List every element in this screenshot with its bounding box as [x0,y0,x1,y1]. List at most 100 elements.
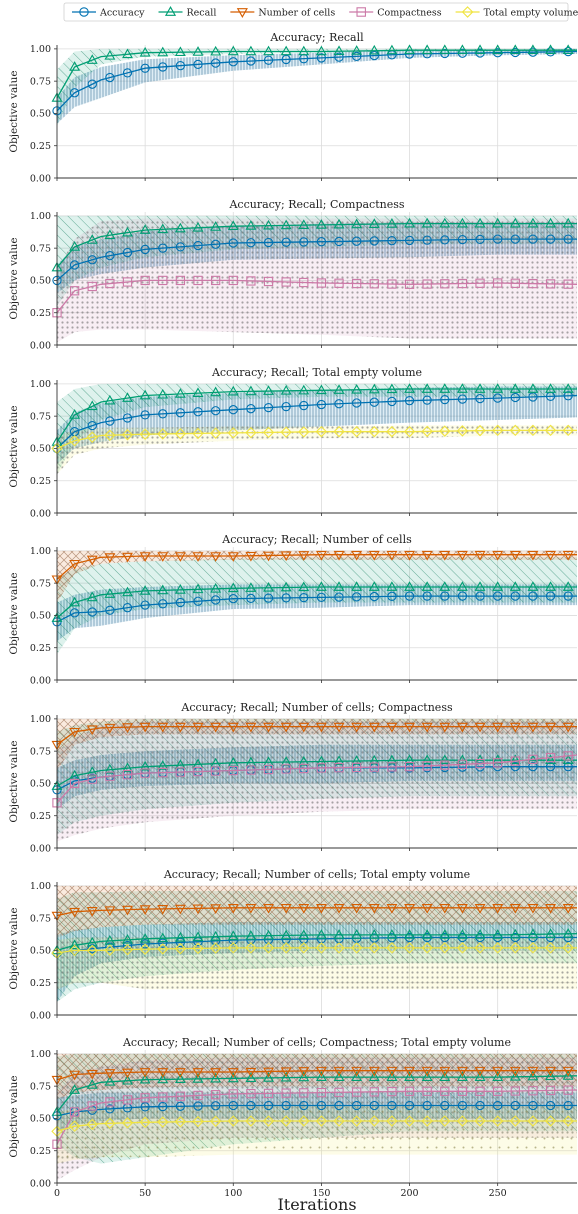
subplot-title: Accuracy; Recall; Number of cells; Total… [163,868,470,881]
data-point [246,1100,256,1111]
data-point [139,552,151,562]
series-line [56,388,577,443]
data-point [475,234,485,245]
data-point [227,1072,239,1083]
data-point [174,904,186,915]
data-point [192,931,204,942]
data-point [210,45,222,56]
data-point [387,1086,397,1097]
data-point [122,934,133,944]
data-point [122,586,133,597]
data-point [386,1071,398,1081]
data-point [210,722,222,733]
data-point [457,759,468,769]
series-line [56,595,577,623]
data-point [104,229,116,240]
subplot-title: Accuracy; Recall; Compactness [228,198,404,211]
data-point [105,250,115,261]
subplot-accuracy-recall-compactness: Accuracy; Recall; Compactness Objective … [8,198,578,351]
data-point [192,583,204,594]
series-line [56,49,577,99]
data-point [386,550,398,561]
data-point [527,550,539,561]
data-point [527,383,539,393]
data-point [263,1067,274,1078]
data-point [104,429,116,441]
series-total-empty-volume [51,1115,577,1138]
data-point [474,1071,486,1081]
data-point [368,1071,380,1081]
data-point [562,44,574,54]
data-point [545,754,557,765]
data-point [298,1115,310,1127]
series-line [56,1089,578,1145]
data-point [333,903,345,914]
data-point [139,428,151,440]
data-point [280,722,292,733]
axes: 0.00 0.25 0.50 0.75 1.00 [30,44,577,184]
uncertainty-band-hatch [57,48,577,124]
axes: 0.00 0.25 0.50 0.75 1.00 [30,881,577,1021]
data-point [456,217,468,228]
data-point [79,7,89,17]
data-point [104,1075,116,1086]
data-point [474,1066,486,1077]
data-point [69,409,81,419]
data-point [404,1086,415,1096]
data-point [368,383,380,394]
data-point [545,1070,557,1081]
data-point [493,1086,503,1096]
data-point [545,762,556,772]
data-point [315,425,328,438]
data-point [192,722,204,733]
data-point [210,583,222,593]
subplot-title: Accuracy; Recall [269,31,364,44]
data-point [368,722,380,733]
data-point [246,56,256,66]
data-point [192,1073,204,1083]
data-point [562,550,574,561]
data-point [492,581,504,591]
data-point [298,755,310,766]
data-point [104,935,116,945]
data-point [439,1071,451,1081]
data-point [509,928,521,939]
data-point [174,1116,187,1128]
data-point [456,550,468,561]
data-point [228,765,238,776]
data-point [157,552,169,562]
data-point [105,605,115,615]
data-point [545,1085,556,1096]
data-point [87,774,97,784]
y-tick-label: 1.00 [30,44,51,55]
data-point [510,762,520,772]
y-tick-label: 1.00 [30,379,51,390]
data-point [369,1100,379,1111]
data-point [440,279,450,289]
series-line [56,586,577,619]
data-point [475,591,485,601]
data-point [404,1100,415,1111]
data-point [563,1100,573,1111]
data-point [174,584,186,594]
data-point [368,1115,380,1127]
data-point [509,383,521,393]
data-point [140,410,150,420]
y-axis-label: Objective value [8,70,20,152]
uncertainty-band-hatch [57,550,577,603]
data-point [280,929,292,940]
data-point [492,722,504,733]
uncertainty-band-hatch [57,48,577,127]
data-point [139,1116,151,1129]
data-point [492,903,504,914]
data-point [246,765,256,775]
uncertainty-band-hatch [57,386,577,464]
data-point [421,425,433,438]
data-point [368,754,380,765]
data-point [174,1073,186,1084]
data-point [210,58,221,68]
data-point [422,279,432,289]
data-point [386,581,398,591]
legend-label: Compactness [377,8,441,19]
data-point [140,1102,150,1112]
